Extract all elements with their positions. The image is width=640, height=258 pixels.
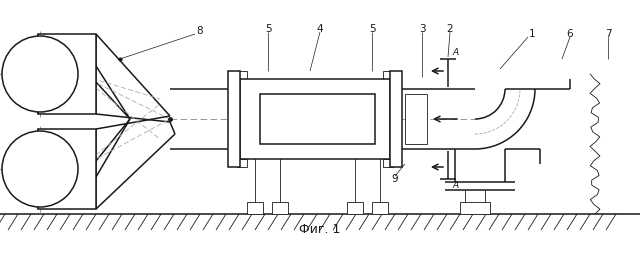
Text: 6: 6	[566, 29, 573, 39]
Bar	[237, 71, 247, 79]
Text: Фиг. 1: Фиг. 1	[300, 223, 340, 236]
Bar	[272, 202, 288, 214]
Bar	[237, 159, 247, 167]
Text: 8: 8	[196, 26, 204, 36]
Bar	[405, 94, 427, 144]
Text: A: A	[452, 48, 458, 57]
Text: A: A	[452, 181, 458, 190]
Text: 5: 5	[265, 24, 271, 34]
Bar	[383, 71, 393, 79]
Bar	[260, 94, 375, 144]
Bar	[408, 104, 415, 116]
Bar	[408, 124, 415, 136]
Bar	[38, 34, 96, 114]
Text: 5: 5	[369, 24, 375, 34]
Bar	[240, 79, 390, 159]
Bar	[38, 129, 96, 209]
Circle shape	[2, 131, 78, 207]
Bar	[383, 159, 393, 167]
Text: 3: 3	[419, 24, 426, 34]
Bar	[390, 71, 402, 167]
Bar	[228, 71, 240, 167]
Text: 9: 9	[392, 174, 398, 184]
Text: 1: 1	[529, 29, 535, 39]
Text: 4: 4	[317, 24, 323, 34]
Circle shape	[2, 36, 78, 112]
Bar	[247, 202, 263, 214]
Text: 2: 2	[447, 24, 453, 34]
Bar	[372, 202, 388, 214]
Bar	[460, 202, 490, 214]
Text: 7: 7	[605, 29, 611, 39]
Bar	[347, 202, 363, 214]
